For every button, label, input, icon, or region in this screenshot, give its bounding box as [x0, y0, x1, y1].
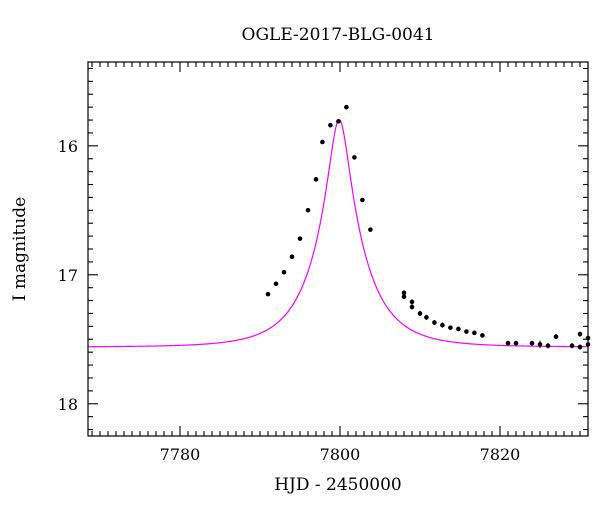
data-point — [464, 329, 469, 334]
tick-labels-layer: 7780 7800 7820 16 17 18 — [58, 137, 521, 464]
data-point-marker — [401, 290, 407, 296]
y-tick-label: 16 — [58, 137, 78, 156]
x-tick-label: 7800 — [320, 445, 361, 464]
x-tick-label: 7820 — [480, 445, 521, 464]
data-point-marker — [537, 342, 543, 347]
data-point — [577, 344, 583, 350]
data-point-marker — [409, 299, 415, 305]
data-point-marker — [456, 326, 461, 332]
data-point — [432, 319, 437, 326]
plot-frame — [87, 61, 589, 437]
data-point — [448, 325, 453, 330]
data-point-marker — [265, 291, 271, 297]
data-point — [360, 197, 365, 203]
data-point-marker — [328, 122, 333, 128]
data-point-marker — [529, 340, 535, 346]
x-tick-label: 7780 — [160, 445, 201, 464]
data-point — [273, 281, 279, 287]
data-point-marker — [305, 208, 311, 213]
data-point-marker — [417, 311, 423, 316]
data-point-marker — [440, 322, 445, 328]
data-point — [417, 310, 423, 317]
data-point — [456, 326, 461, 332]
data-point-marker — [577, 344, 583, 350]
data-point — [569, 343, 575, 349]
data-point-marker — [505, 340, 511, 346]
data-point — [424, 314, 429, 320]
data-point-marker — [368, 227, 373, 232]
y-tick-label: 17 — [58, 266, 78, 285]
chart-title: OGLE-2017-BLG-0041 — [242, 25, 435, 45]
data-point — [545, 343, 551, 349]
data-point — [480, 333, 485, 338]
y-tick-label: 18 — [58, 395, 78, 414]
data-point-marker — [569, 343, 575, 349]
data-point-marker — [313, 177, 319, 182]
data-point — [320, 139, 325, 145]
data-point — [409, 304, 415, 310]
data-point-marker — [553, 334, 559, 339]
model-curve — [88, 118, 589, 348]
y-axis-label: I magnitude — [10, 197, 30, 301]
data-point-marker — [424, 315, 429, 320]
data-point-marker — [432, 320, 437, 325]
data-point — [529, 340, 535, 346]
data-point-marker — [448, 325, 453, 330]
data-point-marker — [289, 254, 295, 260]
data-point-marker — [273, 281, 279, 287]
data-point-marker — [513, 340, 519, 346]
data-point — [281, 269, 287, 275]
data-point — [409, 299, 415, 305]
data-point — [336, 119, 341, 124]
data-point-marker — [344, 104, 349, 110]
data-point — [472, 330, 477, 336]
data-point-marker — [336, 119, 341, 124]
data-point — [265, 291, 271, 297]
data-point — [328, 122, 333, 128]
data-point-marker — [577, 331, 583, 337]
data-point — [297, 236, 303, 241]
data-point — [401, 294, 407, 300]
data-point-marker — [472, 330, 477, 336]
data-point — [577, 331, 583, 337]
data-point — [289, 254, 295, 260]
data-point-marker — [480, 333, 485, 338]
data-point-marker — [281, 269, 287, 275]
data-point — [313, 177, 319, 182]
data-point-marker — [320, 139, 325, 145]
data-point — [368, 227, 373, 232]
data-point — [344, 104, 349, 110]
data-point-marker — [360, 197, 365, 203]
data-point-marker — [409, 304, 415, 310]
data-point — [352, 155, 357, 160]
model-curve-layer — [88, 118, 589, 348]
x-axis-label: HJD - 2450000 — [274, 475, 402, 495]
data-points-layer — [265, 104, 591, 350]
axis-ticks-layer — [88, 62, 589, 436]
data-point-marker — [464, 329, 469, 334]
data-point — [537, 340, 543, 349]
data-point-marker — [545, 343, 551, 349]
data-point-marker — [352, 155, 357, 160]
data-point — [505, 340, 511, 346]
data-point-marker — [297, 236, 303, 241]
data-point-marker — [401, 294, 407, 300]
data-point — [553, 334, 559, 340]
data-point — [440, 322, 445, 328]
data-point — [513, 340, 519, 346]
data-point — [305, 208, 311, 213]
